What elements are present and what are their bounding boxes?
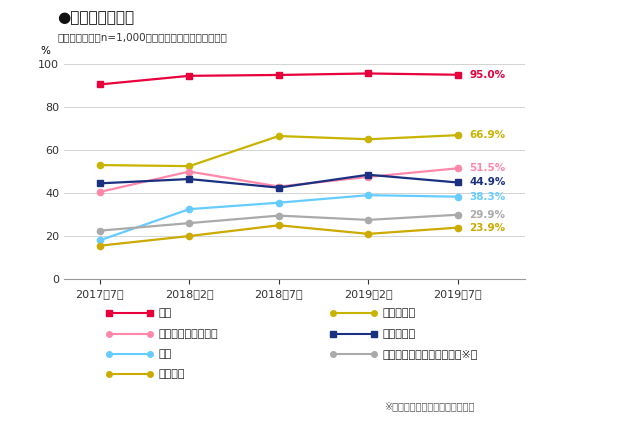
Text: 51.5%: 51.5%: [469, 163, 506, 173]
Text: 29.9%: 29.9%: [469, 210, 506, 220]
Text: 大規模な火事、爆発: 大規模な火事、爆発: [158, 328, 218, 339]
Text: 豪雨、洪水: 豪雨、洪水: [382, 308, 415, 318]
Text: 土砂災害: 土砂災害: [158, 369, 184, 380]
Text: 38.3%: 38.3%: [469, 192, 506, 201]
Text: 66.9%: 66.9%: [469, 130, 506, 140]
Text: 暴風、竜巻: 暴風、竜巻: [382, 328, 415, 339]
Text: 44.9%: 44.9%: [469, 178, 506, 187]
Text: 中長期の天候による災害（※）: 中長期の天候による災害（※）: [382, 349, 477, 359]
Text: 津波: 津波: [158, 349, 172, 359]
Text: ●恐れている災害: ●恐れている災害: [58, 11, 135, 26]
Text: 地震: 地震: [158, 308, 172, 318]
Text: ※干ばつ、熱波、暴波、冷夏など: ※干ばつ、熱波、暴波、冷夏など: [384, 401, 474, 411]
Text: 95.0%: 95.0%: [469, 70, 506, 80]
Text: %: %: [41, 46, 51, 57]
Text: ベース：全体（n=1,000）／複数回答５つまで選択可: ベース：全体（n=1,000）／複数回答５つまで選択可: [58, 32, 227, 42]
Text: 23.9%: 23.9%: [469, 223, 506, 233]
